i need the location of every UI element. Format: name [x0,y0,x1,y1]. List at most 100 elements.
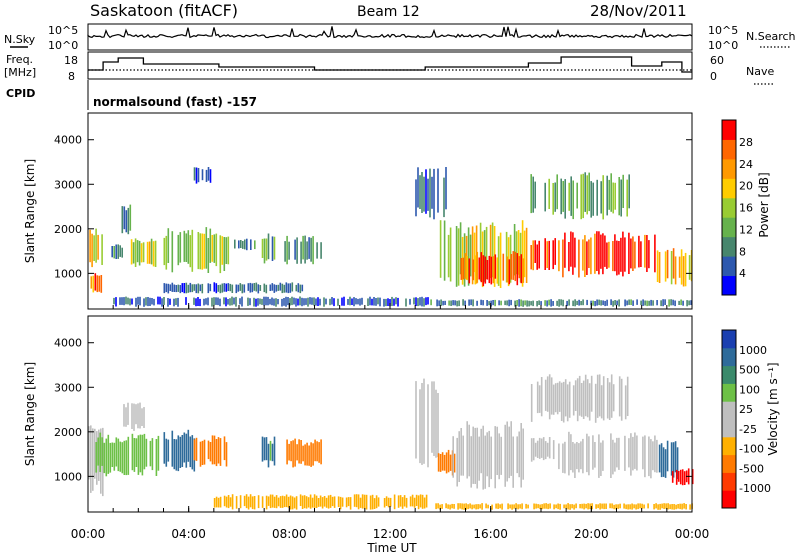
y-tick-label: 4000 [54,134,82,147]
data-cell [578,299,580,306]
data-cell [656,300,658,306]
data-cell [538,385,541,413]
data-cell [193,439,196,461]
data-cell [213,435,216,465]
data-cell [90,425,92,493]
data-cell [691,469,694,485]
data-cell [267,496,270,506]
data-cell [678,256,681,278]
data-cell [509,504,511,509]
data-cell [281,495,284,508]
data-cell [578,239,580,278]
data-cell [600,300,602,306]
data-cell [576,378,579,422]
data-cell [207,440,210,460]
data-cell [339,496,342,510]
cpid-label: CPID [6,87,35,100]
data-cell [427,178,429,211]
data-cell [562,381,565,423]
data-cell [195,284,198,294]
colorbar-tick-label: 4 [739,267,746,280]
data-cell [249,494,252,508]
data-cell [672,442,675,478]
data-cell [550,377,553,415]
data-cell [488,301,490,306]
data-cell [138,240,141,266]
data-cell [547,503,549,510]
x-tick-label: 16:00 [473,527,508,541]
data-cell [437,168,439,213]
data-cell [486,432,488,477]
data-cell [135,297,137,307]
data-cell [564,179,566,219]
data-cell [271,494,274,508]
data-cell [310,442,312,467]
data-cell [88,426,90,480]
data-cell [530,384,533,422]
plot-title: Saskatoon (fitACF) [90,1,238,20]
data-cell [127,436,130,475]
data-cell [574,237,576,268]
data-cell [462,299,464,306]
data-cell [359,497,362,508]
data-cell [288,241,290,260]
data-cell [447,234,450,278]
data-cell [536,440,539,458]
data-cell [223,237,226,271]
data-cell [558,443,560,470]
data-cell [235,496,238,509]
data-cell [367,298,369,306]
data-cell [597,504,599,509]
data-cell [427,384,429,468]
data-cell [269,440,272,461]
data-cell [661,503,663,509]
data-cell [357,298,359,305]
data-cell [289,283,292,293]
velocity-colorbar: 1000 500 100 25 -25 -100 -500 -1000 [721,329,771,509]
data-cell [143,407,145,428]
data-cell [281,298,283,307]
data-cell [626,179,628,217]
x-tick-label: 20:00 [574,527,609,541]
data-cell [316,242,318,259]
data-cell [656,439,658,473]
data-cell [525,227,528,283]
data-cell [347,497,350,507]
velocity-colorbar-label: Velocity [m s⁻¹] [766,362,780,455]
colorbar-swatch [722,275,736,296]
data-cell [215,297,217,305]
data-cell [231,296,233,306]
data-cell [152,241,155,267]
data-cell [375,495,378,509]
data-cell [123,206,126,230]
data-cell [179,232,182,263]
data-cell [159,296,161,305]
colorbar-tick-label: -25 [739,423,757,436]
data-cell [211,235,214,262]
data-cell [646,300,648,307]
data-cell [594,383,597,423]
data-cell [363,494,366,509]
data-cell [479,222,482,281]
data-cell [456,300,458,307]
data-cell [563,504,565,509]
data-cell [438,300,440,306]
data-cell [580,174,582,220]
data-cell [209,283,212,292]
data-cell [612,241,614,272]
power-y-axis: 1000 2000 3000 4000 [54,134,692,280]
data-cell [425,494,428,508]
data-cell [548,299,550,306]
data-cell [371,494,374,510]
data-cell [501,503,503,510]
data-cell [574,443,576,478]
data-cell [199,441,202,467]
data-cell [586,175,588,215]
data-cell [337,496,340,507]
data-cell [463,503,465,510]
power-x-ticks [87,303,693,309]
data-cell [355,494,358,508]
data-cell [584,374,587,417]
data-cell [311,297,313,305]
